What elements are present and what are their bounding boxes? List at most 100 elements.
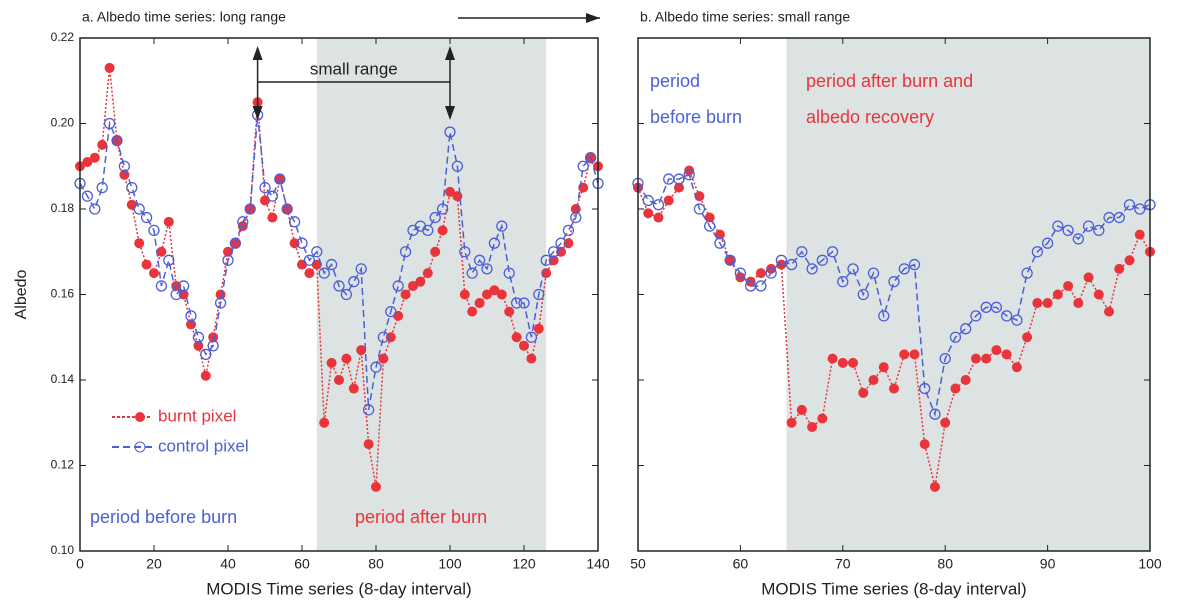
data-point [170, 288, 182, 301]
data-point [355, 263, 367, 275]
data-point [653, 212, 664, 223]
data-point [766, 263, 777, 274]
data-point [362, 404, 375, 416]
y-tick-label: 0.18 [51, 201, 75, 215]
data-point [1022, 332, 1033, 343]
plot-frame [79, 37, 599, 552]
data-point [704, 220, 716, 232]
data-point [755, 268, 766, 279]
legend-marker [134, 441, 146, 453]
data-point [817, 413, 828, 424]
x-tick-label: 70 [835, 556, 851, 572]
x-tick-label: 100 [1138, 556, 1162, 572]
data-point [970, 310, 982, 322]
data-point [745, 276, 756, 287]
data-point [444, 126, 456, 138]
data-point [163, 254, 175, 266]
data-point [1032, 298, 1043, 309]
range-label: small range [310, 59, 398, 78]
data-point [693, 203, 706, 215]
data-point [297, 259, 307, 270]
data-point [474, 298, 485, 309]
data-point [296, 237, 308, 249]
data-point [878, 362, 889, 373]
data-point [540, 254, 552, 266]
data-point [89, 152, 100, 163]
data-point [503, 267, 515, 279]
data-point [888, 276, 900, 288]
data-point [807, 422, 818, 433]
data-point [908, 258, 921, 271]
data-point [889, 383, 899, 394]
data-point [960, 323, 972, 335]
data-point [348, 383, 359, 394]
data-point [1093, 224, 1105, 237]
data-point [81, 190, 94, 202]
shaded-region [786, 38, 1150, 551]
data-point [437, 225, 448, 236]
data-point [326, 357, 337, 368]
x-tick-label: 90 [1040, 556, 1056, 572]
data-point [878, 310, 890, 322]
data-point [704, 212, 715, 223]
series-line [79, 114, 599, 411]
data-point [848, 357, 859, 368]
data-point [1134, 203, 1146, 215]
legend-label: control pixel [158, 436, 249, 455]
x-tick-label: 60 [733, 556, 749, 572]
data-point [1114, 263, 1125, 274]
data-point [1123, 199, 1136, 211]
data-point [274, 173, 286, 185]
data-point [584, 152, 597, 164]
data-point [919, 382, 931, 395]
data-point [724, 254, 736, 266]
data-point [103, 117, 116, 130]
data-point [899, 349, 910, 360]
y-tick-label: 0.20 [51, 116, 75, 130]
data-point [1104, 306, 1115, 317]
data-point [399, 246, 412, 258]
data-point [775, 254, 788, 266]
chart-title: b. Albedo time series: small range [640, 9, 850, 25]
data-point [533, 288, 545, 301]
data-point [555, 237, 567, 249]
data-point [436, 203, 449, 215]
data-point [929, 481, 940, 492]
data-point [207, 340, 219, 352]
data-point [1052, 289, 1063, 300]
data-point [525, 331, 538, 343]
data-point [185, 310, 197, 322]
data-point [244, 203, 256, 215]
x-tick-label: 0 [76, 556, 84, 572]
x-tick-label: 80 [368, 556, 384, 572]
data-point [652, 199, 665, 211]
data-point [356, 345, 367, 356]
data-point [663, 195, 674, 206]
data-point [481, 263, 493, 275]
data-point [1063, 280, 1074, 291]
data-point [1134, 229, 1145, 240]
data-point [683, 169, 695, 181]
data-point [734, 267, 747, 279]
data-point [489, 285, 500, 296]
data-point [126, 181, 138, 194]
data-point [288, 216, 301, 228]
data-point [266, 190, 279, 202]
shaded-region [316, 38, 547, 551]
data-point [111, 134, 123, 147]
data-point [496, 220, 508, 232]
data-point [156, 246, 167, 257]
data-point [816, 254, 828, 266]
data-point [400, 289, 411, 300]
data-point [684, 165, 695, 176]
data-point [518, 297, 530, 309]
data-point [1021, 267, 1033, 279]
legend-marker [135, 412, 145, 422]
data-point [526, 353, 537, 364]
data-point [445, 186, 455, 197]
data-point [785, 258, 798, 271]
data-point [796, 246, 808, 258]
data-point [858, 387, 869, 398]
data-point [643, 208, 654, 219]
